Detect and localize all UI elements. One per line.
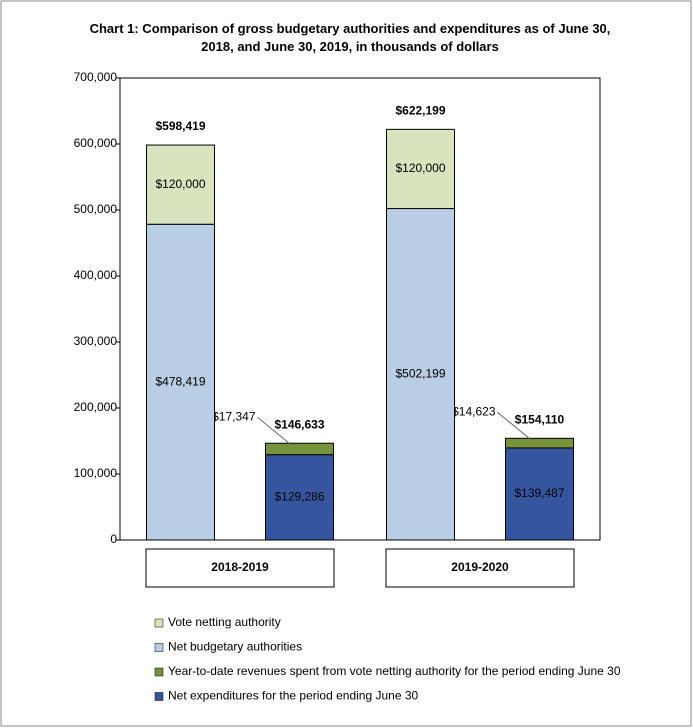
value-label: $17,347 — [212, 409, 256, 423]
x-tick-label: 2018-2019 — [211, 560, 269, 574]
value-label: $120,000 — [395, 161, 445, 175]
value-label: $139,487 — [514, 486, 564, 500]
value-label: $502,199 — [395, 366, 445, 380]
value-label: $129,286 — [274, 490, 324, 504]
legend-label: Net budgetary authorities — [168, 640, 302, 654]
bar-segment — [386, 208, 455, 541]
bar-segment — [265, 442, 334, 456]
chart-title: Chart 1: Comparison of gross budgetary a… — [89, 21, 611, 54]
leader-line — [497, 411, 532, 441]
bar-segment — [386, 128, 455, 210]
legend-label: Year-to-date revenues spent from vote ne… — [168, 664, 621, 678]
total-label: $154,110 — [515, 412, 565, 426]
legend-swatch — [154, 618, 164, 628]
bar-segment — [505, 447, 574, 541]
y-tick-label: 500,000 — [74, 202, 118, 216]
y-tick-label: 400,000 — [74, 268, 118, 282]
legend-swatch — [154, 667, 164, 677]
plot-area — [119, 77, 601, 541]
total-label: $622,199 — [395, 104, 445, 118]
legend-swatch — [154, 692, 164, 701]
y-tick-label: 0 — [110, 532, 117, 546]
legend-label: Net expenditures for the period ending J… — [168, 689, 418, 703]
total-label: $146,633 — [274, 417, 324, 431]
category-box — [385, 548, 575, 588]
leader-line — [257, 416, 292, 446]
y-tick-label: 300,000 — [74, 334, 118, 348]
category-box — [145, 548, 335, 588]
y-tick-label: 100,000 — [74, 466, 118, 480]
y-tick-label: 700,000 — [74, 70, 118, 84]
legend-swatch — [154, 643, 164, 652]
value-label: $478,419 — [155, 374, 205, 388]
total-label: $598,419 — [155, 119, 205, 133]
x-tick-label: 2019-2020 — [451, 560, 509, 574]
bar-segment — [146, 144, 215, 225]
value-label: $14,623 — [452, 404, 496, 418]
y-tick-label: 600,000 — [74, 136, 118, 150]
y-tick-label: 200,000 — [74, 400, 118, 414]
bar-segment — [505, 437, 574, 449]
value-label: $120,000 — [155, 177, 205, 191]
legend-label: Vote netting authority — [168, 615, 281, 629]
